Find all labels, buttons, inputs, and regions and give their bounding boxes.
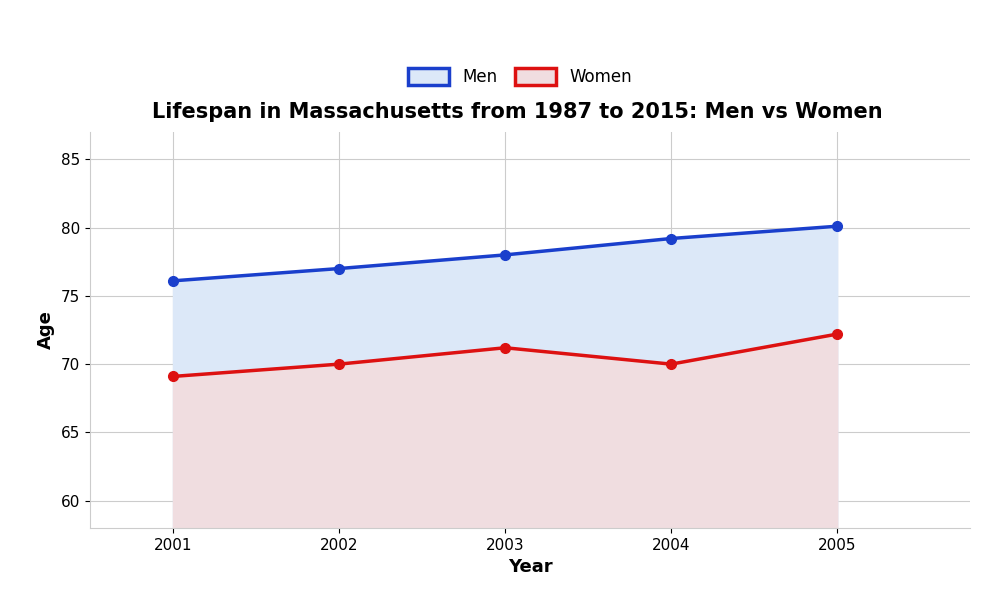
Text: Lifespan in Massachusetts from 1987 to 2015: Men vs Women: Lifespan in Massachusetts from 1987 to 2… bbox=[152, 102, 882, 122]
Legend: Men, Women: Men, Women bbox=[408, 68, 632, 86]
Y-axis label: Age: Age bbox=[37, 311, 55, 349]
X-axis label: Year: Year bbox=[508, 558, 552, 576]
